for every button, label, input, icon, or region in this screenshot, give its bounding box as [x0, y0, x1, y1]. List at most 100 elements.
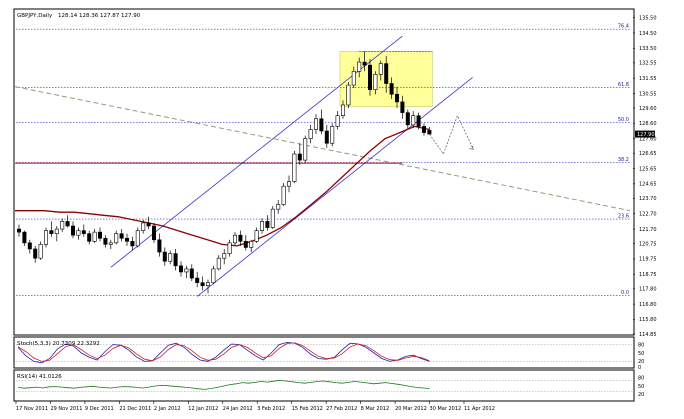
- candle-body: [243, 241, 248, 248]
- candle-body: [16, 228, 21, 233]
- candle-body: [103, 237, 108, 245]
- candle-body: [27, 242, 32, 250]
- candle-body: [54, 228, 59, 234]
- stoch-series-line: [17, 342, 430, 362]
- fib-level-label: 50.0: [618, 117, 629, 123]
- candle-body: [292, 153, 297, 182]
- candle-body: [233, 234, 238, 244]
- date-tick-label: 2 Jan 2012: [154, 406, 181, 412]
- candle-body: [195, 277, 200, 283]
- rsi-indicator: 80 50 20: [16, 375, 644, 398]
- candle-body: [303, 138, 308, 161]
- candle-body: [384, 63, 389, 84]
- candle-body: [216, 257, 221, 270]
- price-tick-label: 117.80: [639, 287, 657, 293]
- candle-body: [65, 221, 70, 227]
- date-axis: 17 Nov 2011 29 Nov 2011 9 Dec 2011 21 Dec 2…: [15, 401, 495, 412]
- stochastic-indicator: 80 50 200: [16, 341, 644, 371]
- candle-body: [313, 118, 318, 130]
- candle-body: [335, 115, 340, 127]
- candle-body: [378, 63, 383, 75]
- price-tick-label: 134.50: [639, 31, 657, 37]
- projection-arrows: [429, 114, 474, 155]
- candle-body: [60, 221, 65, 230]
- date-tick-label: 15 Feb 2012: [292, 406, 323, 412]
- price-tick-label: 133.50: [639, 46, 657, 52]
- channel-lower-line: [196, 77, 473, 297]
- candle-body: [238, 234, 243, 242]
- price-tick-label: 127.60: [639, 136, 657, 142]
- candle-body: [276, 204, 281, 210]
- current-price-tag: [635, 130, 655, 138]
- candle-body: [98, 231, 103, 239]
- fib-level-label: 23.6: [618, 214, 629, 220]
- date-tick-label: 3 Feb 2012: [257, 406, 285, 412]
- candle-body: [254, 230, 259, 242]
- candle-body: [394, 93, 399, 103]
- date-tick-label: 12 Jan 2012: [188, 406, 218, 412]
- stochastic-pane: [13, 336, 635, 369]
- candle-body: [114, 233, 119, 244]
- candle-body: [270, 208, 275, 228]
- price-tick-label: 115.80: [639, 317, 657, 323]
- candle-body: [119, 233, 124, 239]
- candle-body: [319, 118, 324, 132]
- candle-body: [22, 231, 27, 244]
- candle-body: [200, 282, 205, 287]
- candle-body: [125, 237, 130, 242]
- date-tick-label: 30 Mar 2012: [430, 406, 462, 412]
- price-tick-label: 121.70: [639, 227, 657, 233]
- price-tick-label: 116.80: [639, 302, 657, 308]
- candle-body: [38, 244, 43, 259]
- rsi-pane: [13, 369, 635, 402]
- candle-body: [400, 101, 405, 113]
- current-price-label: 127.90: [637, 132, 655, 138]
- candle-body: [33, 248, 38, 259]
- fib-level-label: 61.8: [618, 82, 629, 88]
- candle-body: [308, 129, 313, 139]
- date-tick-label: 11 Apr 2012: [464, 406, 495, 412]
- date-tick-label: 29 Nov 2011: [50, 406, 82, 412]
- price-tick-label: 119.75: [639, 257, 657, 263]
- candle-body: [324, 130, 329, 144]
- rsi-axis-label: 20: [638, 392, 644, 398]
- candle-body: [162, 251, 167, 262]
- candle-body: [421, 126, 426, 133]
- stoch-axis-label: 20: [638, 359, 644, 365]
- stoch-axis-label: 0: [638, 365, 641, 371]
- fib-level-label: 38.2: [618, 157, 629, 163]
- moving-average-path: [15, 125, 430, 247]
- candle-body: [76, 230, 81, 236]
- candle-body: [389, 83, 394, 95]
- date-tick-label: 24 Jan 2012: [223, 406, 253, 412]
- candle-body: [297, 153, 302, 161]
- price-tick-label: 128.60: [639, 121, 657, 127]
- candle-body: [330, 126, 335, 144]
- price-tick-label: 120.75: [639, 241, 657, 247]
- candle-body: [340, 104, 345, 117]
- price-tick-label: 129.60: [639, 106, 657, 112]
- candle-body: [362, 61, 367, 66]
- projection-path: [429, 114, 474, 155]
- candle-body: [249, 241, 254, 248]
- price-tick-label: 131.55: [639, 76, 657, 82]
- candle-body: [411, 115, 416, 126]
- date-tick-label: 20 Mar 2012: [395, 406, 427, 412]
- candle-body: [43, 230, 48, 245]
- price-axis: 135.50 134.50 133.50 132.55 131.55 130.55 129.…: [633, 15, 657, 338]
- stoch-axis-label: 50: [638, 351, 644, 357]
- stoch-series-line: [17, 341, 430, 364]
- candle-body: [146, 222, 151, 227]
- price-tick-label: 123.70: [639, 196, 657, 202]
- candle-body: [351, 70, 356, 86]
- candle-body: [152, 225, 157, 241]
- candle-body: [184, 268, 189, 273]
- symbol-title: GBPJPY,Daily: [17, 13, 53, 19]
- downtrend-dashed-line: [14, 86, 631, 212]
- fibonacci-levels: 76.4 61.8 50.0 38.2 23.6 0.0: [16, 24, 630, 296]
- trend-lines: [14, 35, 631, 297]
- candle-body: [416, 115, 421, 127]
- date-tick-label: 9 Dec 2011: [85, 406, 114, 412]
- candle-body: [357, 61, 362, 72]
